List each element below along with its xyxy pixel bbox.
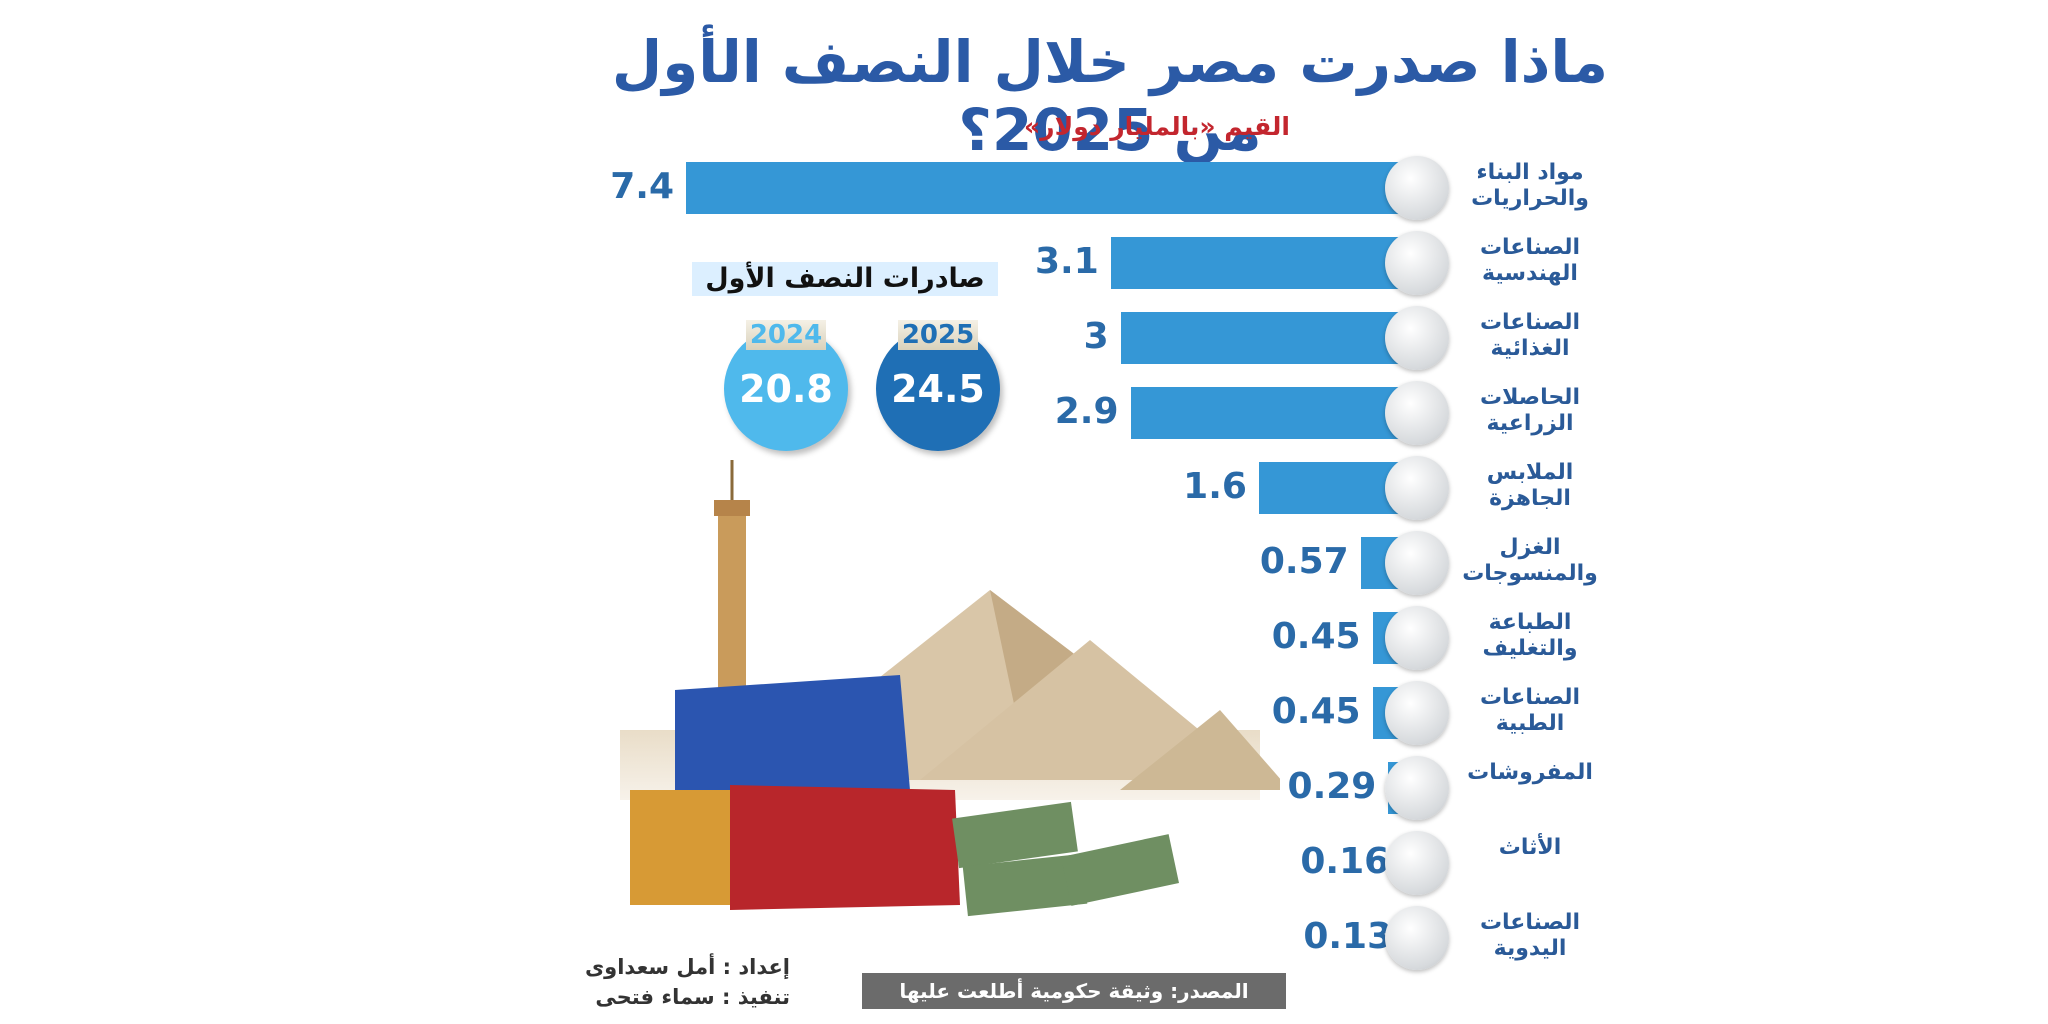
- category-label: الملابس الجاهزة: [1486, 460, 1574, 511]
- bar: [1130, 387, 1417, 439]
- value-label: 3.1: [1034, 241, 1099, 282]
- chart-title: ماذا صدرت مصر خلال النصف الأول من 2025؟: [611, 28, 1609, 164]
- category-icon: [1385, 156, 1449, 220]
- bar: [1120, 312, 1417, 364]
- illustration: [620, 460, 1280, 917]
- value-label: 0.45: [1271, 691, 1361, 732]
- summary-year: 2024: [746, 320, 826, 350]
- category-label: مواد البناء والحراريات: [1471, 160, 1589, 211]
- value-label: 0.45: [1271, 616, 1361, 657]
- value-label: 1.6: [1183, 466, 1247, 507]
- credit-executed: تنفيذ : سماء فتحى: [595, 985, 790, 1009]
- category-icon: [1385, 906, 1449, 970]
- category-label: الغزل والمنسوجات: [1462, 535, 1598, 586]
- value-label: 0.29: [1287, 766, 1377, 807]
- value-label: 0.13: [1303, 916, 1393, 957]
- value-label: 7.4: [610, 166, 674, 207]
- source-note: المصدر: وثيقة حكومية أطلعت عليها البورصة: [862, 973, 1286, 1024]
- value-label: 0.57: [1259, 541, 1349, 582]
- category-icon: [1385, 456, 1449, 520]
- value-label: 3: [1083, 316, 1109, 357]
- category-label: الصناعات الغذائية: [1479, 310, 1581, 361]
- category-label: الصناعات اليدوية: [1479, 910, 1581, 961]
- category-icon: [1385, 531, 1449, 595]
- summary-year: 2025: [898, 320, 978, 350]
- value-label: 0.16: [1300, 841, 1390, 882]
- category-icon: [1385, 231, 1449, 295]
- summary-circle: 24.5: [876, 327, 1000, 451]
- category-icon: [1385, 381, 1449, 445]
- category-icon: [1385, 681, 1449, 745]
- category-icon: [1385, 606, 1449, 670]
- category-icon: [1385, 306, 1449, 370]
- category-label: الأثاث: [1498, 835, 1562, 860]
- bar: [686, 162, 1417, 214]
- category-icon: [1385, 756, 1449, 820]
- bar: [1110, 237, 1417, 289]
- category-label: المفروشات: [1467, 760, 1593, 785]
- summary-title: صادرات النصف الأول: [692, 262, 998, 296]
- category-label: الصناعات الطبية: [1479, 685, 1581, 736]
- category-label: الطباعة والتغليف: [1482, 610, 1578, 661]
- chart-subtitle: القيم «بالمليار دولار»: [1024, 112, 1290, 141]
- category-label: الحاصلات الزراعية: [1480, 385, 1580, 436]
- value-label: 2.9: [1054, 391, 1119, 432]
- credit-prepared: إعداد : أمل سعداوى: [584, 955, 790, 979]
- category-icon: [1385, 831, 1449, 895]
- category-label: الصناعات الهندسية: [1479, 235, 1581, 286]
